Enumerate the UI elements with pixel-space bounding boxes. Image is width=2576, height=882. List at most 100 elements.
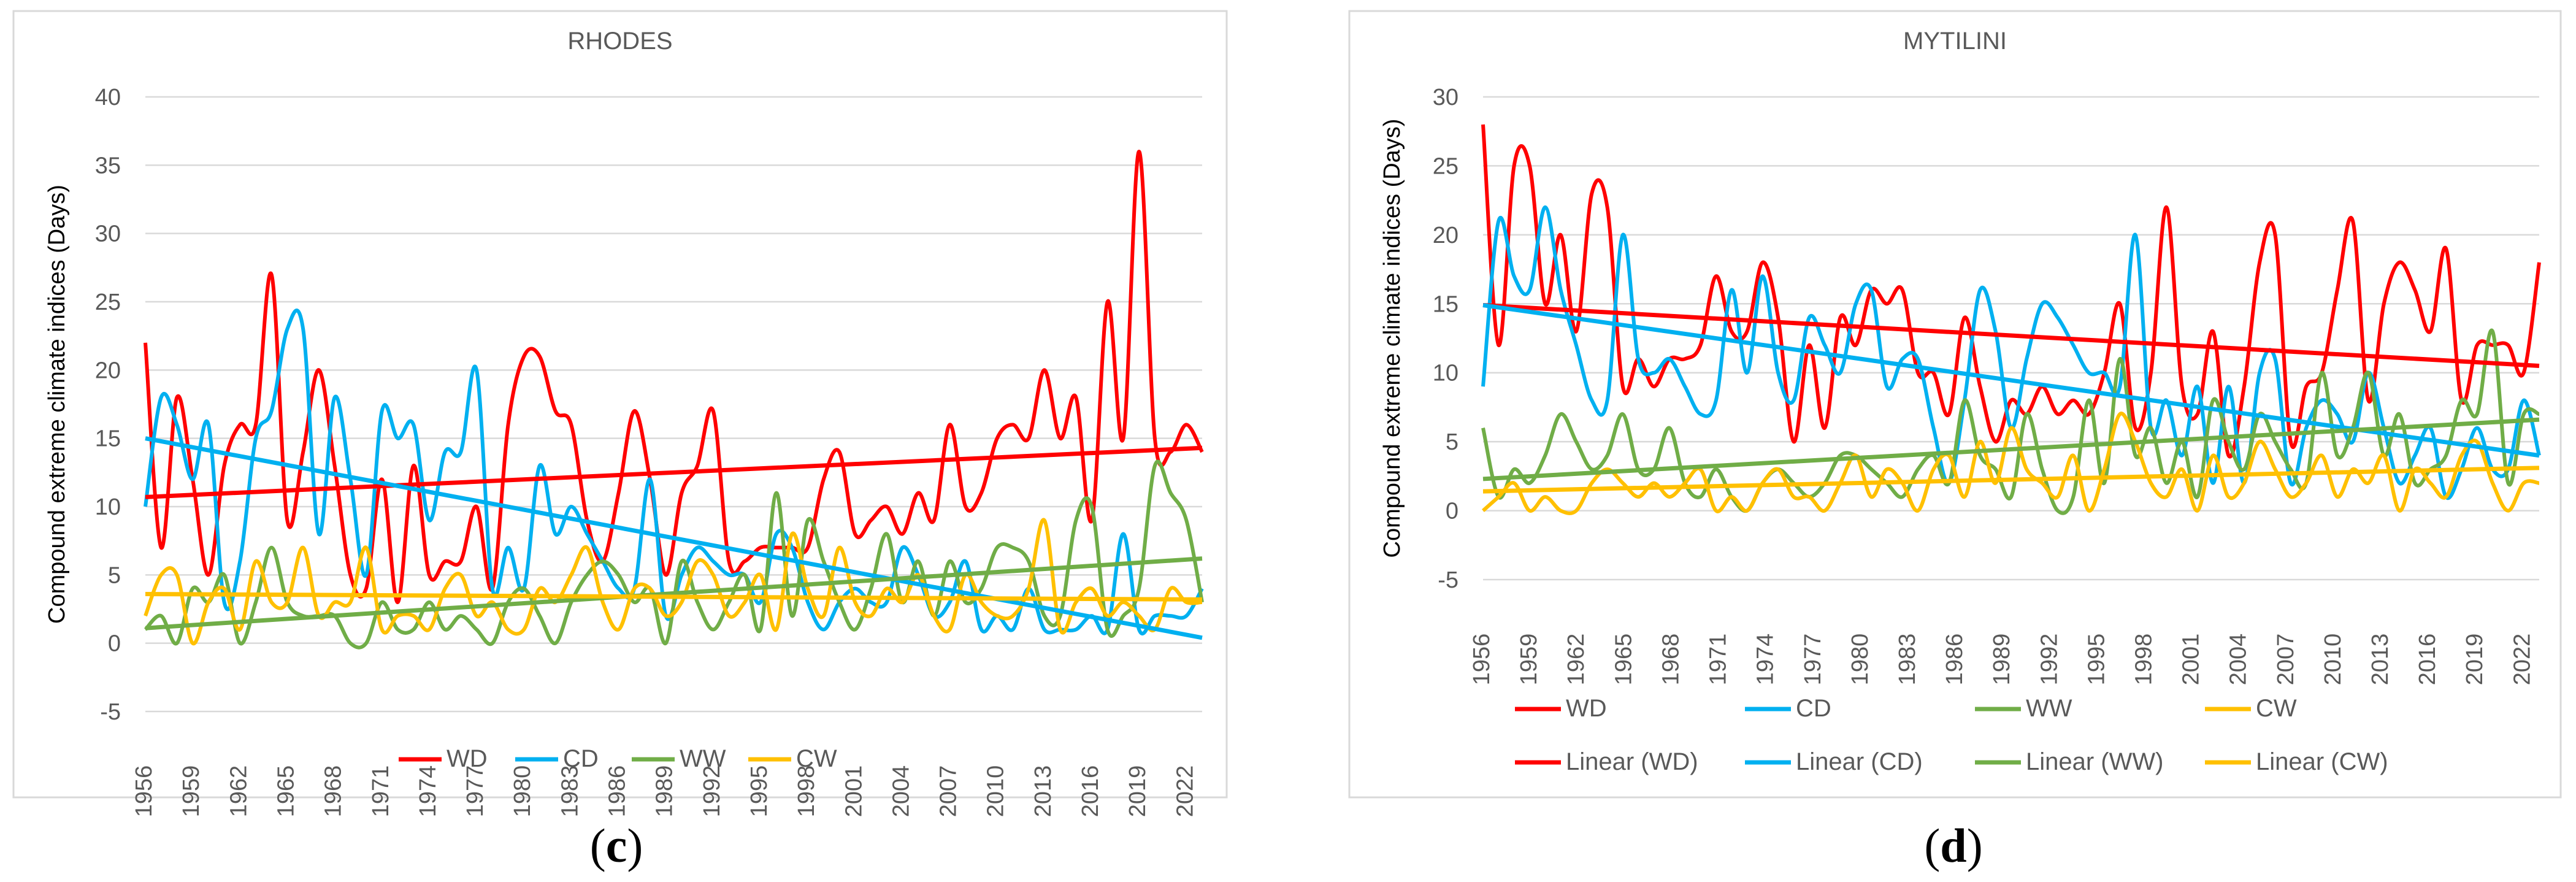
- x-tick-label: 1995: [2083, 634, 2109, 686]
- x-tick-label: 2022: [2509, 634, 2535, 686]
- y-tick-label: 0: [108, 631, 121, 657]
- x-tick-label: 1968: [1658, 634, 1684, 686]
- x-tick-label: 2004: [2226, 634, 2252, 686]
- x-tick-label: 2010: [983, 765, 1009, 818]
- caption-open-paren: (: [1924, 819, 1940, 872]
- y-tick-label: 30: [1433, 85, 1459, 110]
- trend-line-linearcd: [145, 436, 1203, 640]
- x-tick-label: 1974: [415, 765, 441, 818]
- x-tick-label: 1971: [368, 765, 394, 818]
- caption-letter: c: [606, 819, 627, 872]
- trend-line-linearww: [145, 556, 1203, 631]
- x-tick-label: 1956: [131, 765, 157, 818]
- y-tick-label: 10: [95, 494, 121, 520]
- x-tick-label: 2013: [1030, 765, 1056, 818]
- x-tick-label: 1962: [1563, 634, 1589, 686]
- x-tick-label: 1989: [1989, 634, 2015, 686]
- trend-line-linearcw: [1482, 466, 2540, 494]
- x-tick-label: 2016: [2415, 634, 2440, 686]
- legend-label: CD: [563, 745, 599, 772]
- x-tick-label: 1962: [226, 765, 251, 818]
- x-tick-label: 1983: [557, 765, 583, 818]
- x-tick-label: 1989: [652, 765, 678, 818]
- x-tick-label: 2010: [2320, 634, 2346, 686]
- x-tick-label: 1980: [1847, 634, 1873, 686]
- x-tick-label: 1986: [605, 765, 631, 818]
- y-tick-label: 0: [1446, 499, 1459, 524]
- y-tick-label: 5: [1446, 429, 1459, 455]
- legend-label: Linear (CW): [2256, 748, 2388, 775]
- x-tick-label: 1974: [1753, 634, 1779, 686]
- legend-label: CW: [796, 745, 837, 772]
- series-line-wd: [144, 150, 1204, 604]
- y-tick-label: -5: [100, 699, 121, 725]
- x-tick-label: 2022: [1172, 765, 1198, 818]
- x-tick-label: 2001: [841, 765, 867, 818]
- x-tick-label: 1956: [1469, 634, 1495, 686]
- y-tick-label: 40: [95, 85, 121, 110]
- chart-panel-rhodes: RHODES -5 0 5 10 15 20 25 30 35 40 1956 1959 1962 1965…: [12, 10, 1228, 872]
- y-tick-label: 25: [1433, 153, 1459, 179]
- caption-open-paren: (: [590, 819, 606, 872]
- x-tick-label: 1959: [178, 765, 204, 818]
- legend-label: Linear (WD): [1566, 748, 1698, 775]
- y-tick-label: 5: [108, 562, 121, 588]
- panel-caption: (c): [590, 819, 643, 872]
- x-tick-label: 2013: [2367, 634, 2393, 686]
- chart-panel-mytilini: MYTILINI -5 0 5 10 15 20 25 30 1956 1959 1962 1965 19…: [1348, 10, 2562, 872]
- x-tick-label: 1965: [1611, 634, 1636, 686]
- series-line-cw: [144, 518, 1203, 646]
- trend-line-linearww: [1482, 417, 2540, 481]
- y-tick-label: -5: [1438, 567, 1459, 593]
- legend-label: Linear (CD): [1796, 748, 1923, 775]
- x-tick-label: 1998: [794, 765, 819, 818]
- caption-letter: d: [1940, 819, 1966, 872]
- y-tick-label: 15: [1433, 291, 1459, 317]
- x-tick-label: 1959: [1516, 634, 1542, 686]
- panel-caption: (d): [1924, 819, 1982, 872]
- x-tick-label: 1971: [1706, 634, 1731, 686]
- x-tick-label: 1995: [746, 765, 772, 818]
- x-tick-label: 1992: [699, 765, 725, 818]
- x-tick-label: 1977: [462, 765, 488, 818]
- caption-close-paren: ): [1967, 819, 1983, 872]
- series-line-cw: [1481, 412, 2540, 515]
- x-tick-label: 2004: [888, 765, 914, 818]
- x-tick-label: 2007: [936, 765, 962, 818]
- x-tick-label: 1983: [1895, 634, 1920, 686]
- legend-label: WW: [2026, 695, 2072, 722]
- chart-title: RHODES: [567, 28, 672, 55]
- legend-label: CD: [1796, 695, 1831, 722]
- x-tick-label: 2016: [1078, 765, 1103, 818]
- y-tick-label: 20: [95, 358, 121, 383]
- trend-line-linearwd: [145, 445, 1203, 499]
- legend-label: CW: [2256, 695, 2297, 722]
- x-tick-label: 1968: [321, 765, 347, 818]
- trend-line-linearwd: [1482, 303, 2540, 368]
- y-axis-label: Compound extreme climate indices (Days): [44, 185, 70, 624]
- y-tick-label: 15: [95, 426, 121, 452]
- legend-label: Linear (WW): [2026, 748, 2163, 775]
- x-tick-label: 2001: [2179, 634, 2204, 686]
- x-tick-label: 2007: [2273, 634, 2299, 686]
- y-tick-label: 20: [1433, 223, 1459, 248]
- y-tick-label: 35: [95, 153, 121, 178]
- caption-close-paren: ): [627, 819, 643, 872]
- x-tick-label: 1998: [2131, 634, 2156, 686]
- x-tick-label: 1965: [273, 765, 299, 818]
- chart-frame: [12, 10, 1228, 799]
- x-tick-label: 1980: [510, 765, 535, 818]
- legend-label: WW: [680, 745, 726, 772]
- x-tick-label: 2019: [2462, 634, 2488, 686]
- trend-line-linearcw: [145, 592, 1203, 602]
- x-tick-label: 1977: [1800, 634, 1826, 686]
- legend-label: WD: [1566, 695, 1607, 722]
- y-axis-label: Compound extreme climate indices (Days): [1379, 119, 1405, 558]
- x-tick-label: 1992: [2036, 634, 2062, 686]
- x-tick-label: 2019: [1125, 765, 1151, 818]
- legend-label: WD: [447, 745, 488, 772]
- y-tick-label: 10: [1433, 361, 1459, 386]
- y-tick-label: 30: [95, 221, 121, 247]
- chart-title: MYTILINI: [1903, 28, 2007, 55]
